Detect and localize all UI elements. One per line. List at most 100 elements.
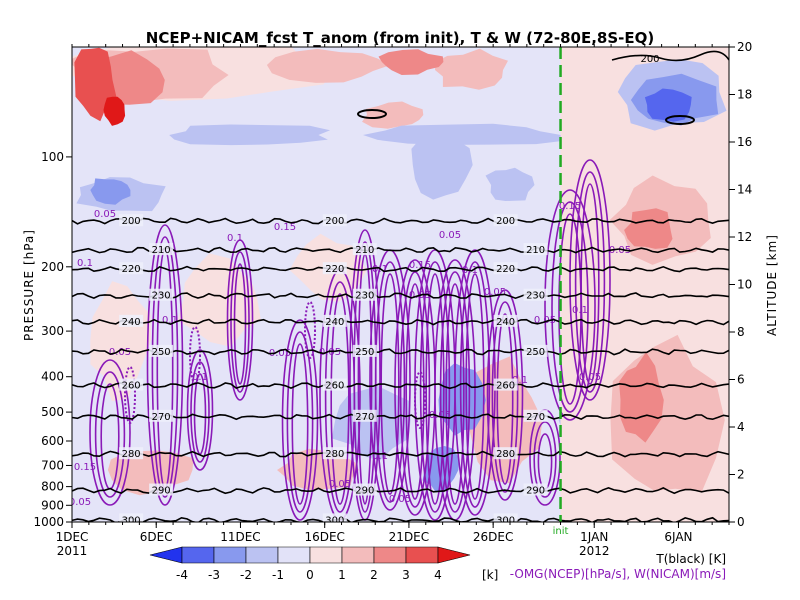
omega-contour-label: 0.15 <box>74 462 96 473</box>
omega-contour-label: 0.05 <box>109 347 131 358</box>
omega-contour-label: 0.05 <box>429 410 451 421</box>
omega-contour <box>281 319 319 521</box>
temperature-label-bg <box>493 214 518 227</box>
omega-contour <box>533 421 557 498</box>
omega-contour-label: 0.1 <box>572 305 588 316</box>
colorbar-tick-label: 4 <box>434 568 442 582</box>
omega-contour <box>330 293 350 505</box>
colorbar: -4 -3 -2 -1 0 1 2 3 4 [k] <box>149 546 498 582</box>
omega-contour-label: 0.1 <box>77 258 93 269</box>
colorbar-swatch <box>181 546 215 564</box>
omega-contour <box>193 373 207 455</box>
omega-contour <box>190 361 210 463</box>
anomaly-cool-band <box>169 124 331 146</box>
temperature-label-bg <box>523 243 548 256</box>
colorbar-tick-label: -3 <box>208 568 220 582</box>
omega-contour-label: 0.05 <box>534 315 556 326</box>
pressure-tick-label: 500 <box>41 405 64 419</box>
omega-contour <box>146 224 184 506</box>
anomaly-warm-mid <box>90 281 151 402</box>
altitude-tick-label: 16 <box>737 135 752 149</box>
omega-contour-label: 0.05 <box>94 209 116 220</box>
omega-contour-label: 0.1 <box>227 233 243 244</box>
omega-contour <box>419 261 451 513</box>
altitude-tick-label: 18 <box>737 88 752 102</box>
x-tick-label: 1DEC <box>56 530 89 544</box>
pressure-tick-label: 700 <box>41 458 64 472</box>
temperature-contour-label: 200 <box>122 216 141 227</box>
pressure-tick-label: 200 <box>41 260 64 274</box>
colorbar-tick-label: 1 <box>338 568 346 582</box>
omega-contour-label: 0.05 <box>439 230 461 241</box>
temperature-contour-label: 240 <box>122 317 141 328</box>
temperature-contour-label: 260 <box>122 381 141 392</box>
omega-contour <box>580 183 600 385</box>
altitude-tick-label: 0 <box>737 515 745 529</box>
x-tick-label: 6DEC <box>140 530 173 544</box>
omega-contour <box>569 159 611 401</box>
temperature-contour-label: 270 <box>355 412 374 423</box>
temperature-contour <box>72 382 729 390</box>
x-tick-label: 26DEC <box>473 530 513 544</box>
omega-contour <box>465 273 485 500</box>
temperature-contour-label: 240 <box>325 317 344 328</box>
temperature-label-bg <box>493 513 518 522</box>
omega-contour-label: 0.05 <box>269 348 291 359</box>
omega-contour <box>399 271 431 508</box>
omega-contour-label: 0.05 <box>329 479 351 490</box>
colorbar-swatch <box>309 546 343 564</box>
forecast-cool-top <box>644 88 692 122</box>
pressure-tick-label: 400 <box>41 370 64 384</box>
anomaly-cool-band <box>363 123 569 145</box>
temperature-contour-label: 290 <box>152 486 171 497</box>
omega-contour <box>544 189 596 421</box>
omega-contour <box>89 359 131 506</box>
altitude-axis-label: ALTITUDE [km] <box>765 234 779 336</box>
temperature-label-bg <box>523 409 548 422</box>
colorbar-tick-label: -2 <box>240 568 252 582</box>
anomaly-warm-mid <box>467 356 543 484</box>
anomaly-warm-top <box>378 49 444 75</box>
temperature-label-bg <box>322 262 347 275</box>
omega-contour-label: 0.15 <box>274 222 296 233</box>
temperature-contour-label: 290 <box>526 486 545 497</box>
altitude-axis: 0 2 4 6 8 10 12 14 16 18 20 <box>729 40 752 529</box>
chart-title: NCEP+NICAM_fcst T_anom (from init), T & … <box>146 29 654 47</box>
omega-contour <box>186 349 214 471</box>
temperature-contour-label: 230 <box>526 291 545 302</box>
colorbar-unit: [k] <box>482 568 498 582</box>
temperature-label-bg <box>493 262 518 275</box>
temperature-label-bg <box>493 378 518 391</box>
temperature-label-bg <box>149 409 174 422</box>
temperature-label-bg <box>352 409 377 422</box>
temperature-label-bg <box>149 483 174 496</box>
pressure-tick-label: 300 <box>41 324 64 338</box>
colorbar-swatch <box>213 546 247 564</box>
omega-contour <box>425 273 445 505</box>
temperature-label-bg <box>322 214 347 227</box>
x-tick-label: 6JAN <box>664 530 692 544</box>
omega-contour <box>124 366 136 424</box>
altitude-tick-label: 2 <box>737 468 745 482</box>
temperature-label-bg <box>322 378 347 391</box>
altitude-tick-label: 6 <box>737 373 745 387</box>
temperature-label-bg <box>119 262 144 275</box>
omega-contour-label: 0.1 <box>512 375 528 386</box>
temperature-label-bg <box>352 483 377 496</box>
temperature-contour-label: 230 <box>355 291 374 302</box>
omega-contour <box>439 271 471 513</box>
temperature-contour-label: 290 <box>355 486 374 497</box>
altitude-tick-label: 14 <box>737 183 752 197</box>
temperature-contour <box>72 318 729 326</box>
temperature-label-bg <box>149 344 174 357</box>
temperature-contour <box>72 450 729 458</box>
colorbar-swatch <box>341 546 375 564</box>
altitude-tick-label: 8 <box>737 325 745 339</box>
altitude-tick-label: 4 <box>737 420 745 434</box>
omega-contour <box>414 371 426 429</box>
omega-contour <box>226 239 254 401</box>
temperature-contour <box>72 348 729 356</box>
pressure-tick-label: 100 <box>41 150 64 164</box>
omega-legend: -OMG(NCEP)[hPa/s], W(NICAM)[m/s] <box>510 567 726 581</box>
temperature-contour <box>72 265 729 273</box>
